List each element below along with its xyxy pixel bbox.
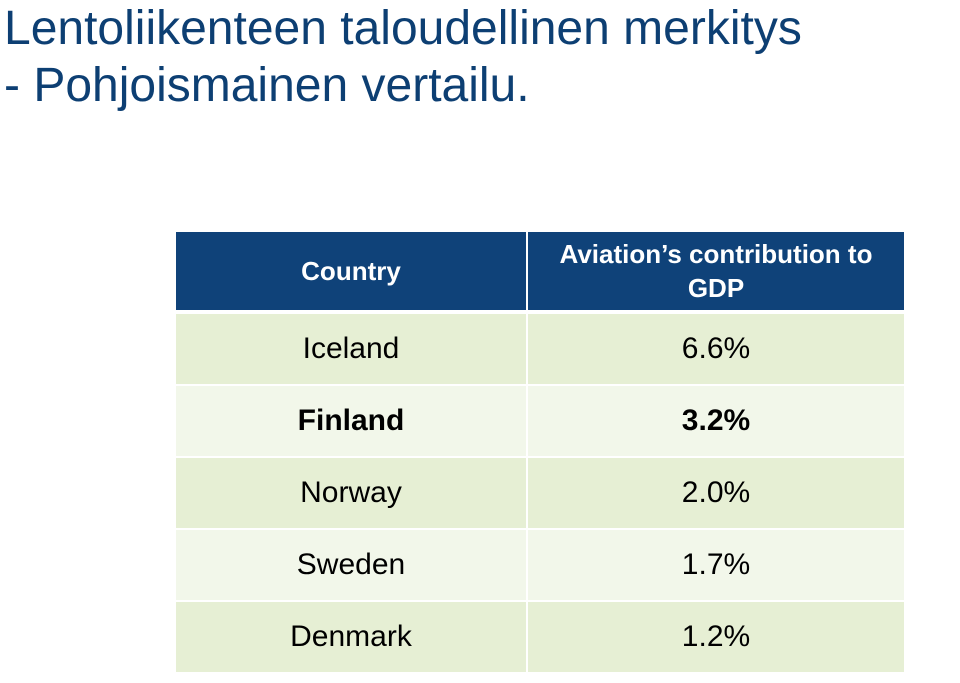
cell-value: 1.2% bbox=[527, 601, 904, 674]
cell-value: 6.6% bbox=[527, 312, 904, 386]
table-row: Norway 2.0% bbox=[176, 457, 904, 530]
table-row: Denmark 1.2% bbox=[176, 601, 904, 674]
cell-value: 2.0% bbox=[527, 457, 904, 530]
cell-country: Finland bbox=[176, 385, 528, 458]
slide-title: Lentoliikenteen taloudellinen merkitys -… bbox=[4, 0, 960, 114]
title-line-1: Lentoliikenteen taloudellinen merkitys bbox=[4, 2, 802, 55]
table-row: Iceland 6.6% bbox=[176, 312, 904, 386]
header-contribution: Aviation’s contribution to GDP bbox=[527, 232, 904, 314]
header-country: Country bbox=[176, 232, 528, 314]
cell-country: Sweden bbox=[176, 529, 528, 602]
table-header-row: Country Aviation’s contribution to GDP bbox=[176, 232, 904, 314]
gdp-contribution-table: Country Aviation’s contribution to GDP I… bbox=[176, 232, 904, 674]
table-row: Sweden 1.7% bbox=[176, 529, 904, 602]
cell-value: 3.2% bbox=[527, 385, 904, 458]
cell-country: Iceland bbox=[176, 312, 528, 386]
cell-country: Norway bbox=[176, 457, 528, 530]
table-row: Finland 3.2% bbox=[176, 385, 904, 458]
cell-country: Denmark bbox=[176, 601, 528, 674]
title-line-2: - Pohjoismainen vertailu. bbox=[4, 59, 530, 112]
cell-value: 1.7% bbox=[527, 529, 904, 602]
